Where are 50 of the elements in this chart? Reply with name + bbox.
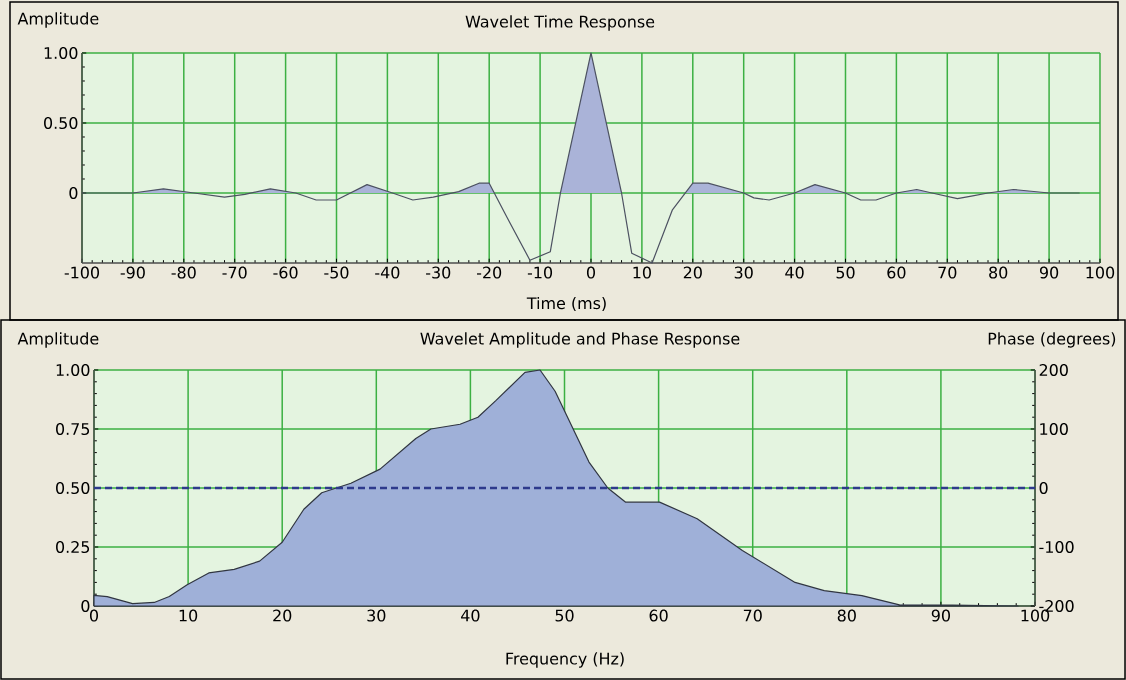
x-tick-label: -30 xyxy=(426,266,451,279)
x-tick-label: -60 xyxy=(273,266,298,279)
x-tick-label: 60 xyxy=(649,609,668,622)
x-tick-label: 30 xyxy=(734,266,753,279)
x-tick-label: 40 xyxy=(785,266,804,279)
x-tick-label: 50 xyxy=(836,266,855,279)
x-tick-label: 10 xyxy=(633,266,651,279)
x-tick-label: -100 xyxy=(64,266,100,279)
y2-tick-label: 0 xyxy=(1039,481,1048,495)
y2-tick-label: 200 xyxy=(1039,363,1068,377)
chart-title: Wavelet Amplitude and Phase Response xyxy=(420,332,740,348)
x-tick-label: 20 xyxy=(683,266,702,279)
x-tick-label: -10 xyxy=(527,266,553,279)
x-tick-label: 0 xyxy=(89,609,99,622)
x-tick-label: 80 xyxy=(989,266,1008,279)
x-tick-label: -40 xyxy=(375,266,400,279)
y-tick-label: 0.75 xyxy=(56,422,90,436)
y2-tick-label: -100 xyxy=(1039,540,1074,554)
y2-axis-title: Phase (degrees) xyxy=(988,332,1116,348)
chart-title: Wavelet Time Response xyxy=(465,15,655,31)
x-tick-label: -80 xyxy=(171,266,196,279)
x-tick-label: 90 xyxy=(1039,266,1059,279)
y-axis-title: Amplitude xyxy=(17,12,99,28)
y-tick-label: 0.50 xyxy=(44,116,78,130)
x-tick-label: -70 xyxy=(222,266,247,279)
x-tick-label: -90 xyxy=(120,266,145,279)
x-tick-label: 60 xyxy=(887,266,906,279)
x-tick-label: 90 xyxy=(931,609,950,622)
x-tick-label: 70 xyxy=(743,609,762,622)
y-tick-label: 0 xyxy=(69,186,78,200)
y-axis-title: Amplitude xyxy=(17,332,99,348)
x-axis-title: Time (ms) xyxy=(526,296,606,312)
y-tick-label: 1.00 xyxy=(56,363,90,377)
x-axis-title: Frequency (Hz) xyxy=(506,652,624,668)
x-tick-label: 80 xyxy=(837,609,856,622)
y2-tick-label: 100 xyxy=(1040,422,1068,436)
x-tick-label: 10 xyxy=(179,609,198,622)
y-tick-label: 0 xyxy=(81,599,90,613)
y-tick-label: 0.25 xyxy=(56,540,90,554)
x-tick-label: 70 xyxy=(938,266,957,279)
x-tick-label: 20 xyxy=(273,609,292,622)
x-tick-label: 30 xyxy=(367,609,386,622)
x-tick-label: 50 xyxy=(555,609,574,622)
y-tick-label: 0.50 xyxy=(56,481,90,495)
x-tick-label: 40 xyxy=(461,609,480,622)
x-tick-label: -20 xyxy=(476,266,502,279)
x-tick-label: 0 xyxy=(586,266,595,279)
x-tick-label: 100 xyxy=(1086,266,1115,279)
y-tick-label: 1.00 xyxy=(44,46,78,60)
x-tick-label: -50 xyxy=(324,266,349,279)
